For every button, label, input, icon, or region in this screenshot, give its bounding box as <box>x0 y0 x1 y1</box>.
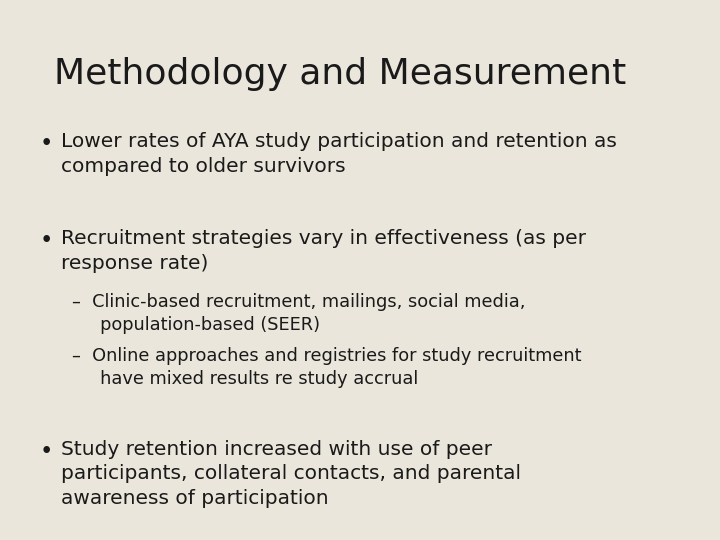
Text: –  Clinic-based recruitment, mailings, social media,
     population-based (SEER: – Clinic-based recruitment, mailings, so… <box>72 293 526 334</box>
Text: •: • <box>40 440 53 463</box>
Text: Recruitment strategies vary in effectiveness (as per
response rate): Recruitment strategies vary in effective… <box>61 230 586 273</box>
Text: •: • <box>40 230 53 253</box>
Text: –  Online approaches and registries for study recruitment
     have mixed result: – Online approaches and registries for s… <box>72 347 582 388</box>
Text: •: • <box>40 132 53 156</box>
Text: Study retention increased with use of peer
participants, collateral contacts, an: Study retention increased with use of pe… <box>61 440 521 508</box>
Text: Lower rates of AYA study participation and retention as
compared to older surviv: Lower rates of AYA study participation a… <box>61 132 617 176</box>
Text: Methodology and Measurement: Methodology and Measurement <box>54 57 626 91</box>
